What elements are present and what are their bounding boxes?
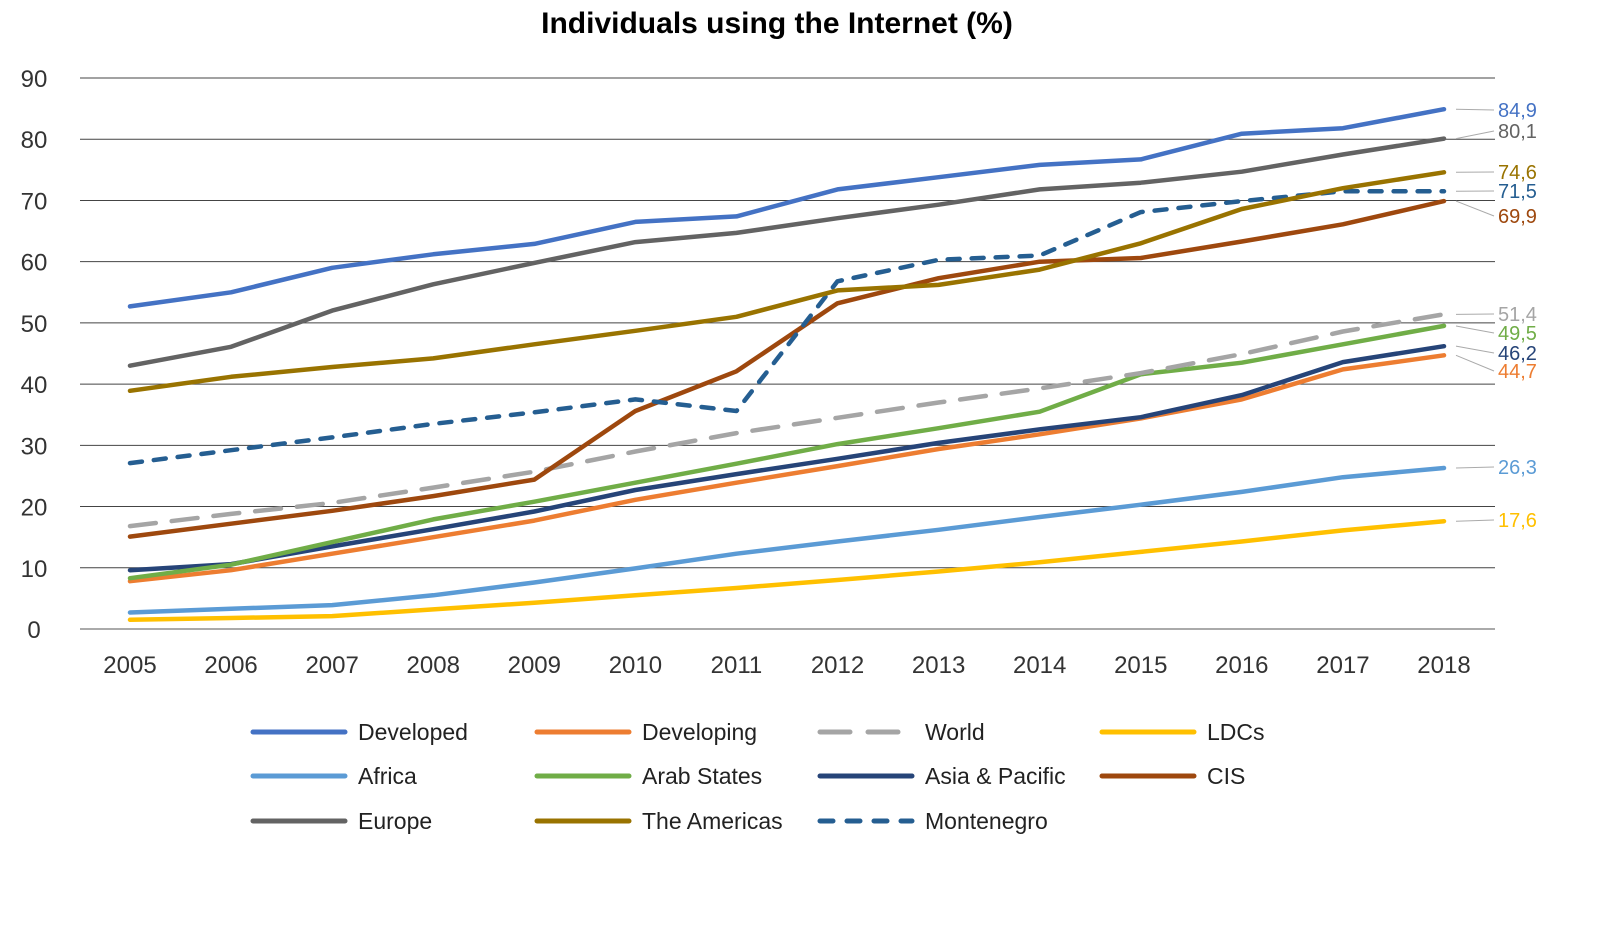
x-tick-label: 2015: [1114, 652, 1167, 679]
end-label-leader: [1455, 325, 1495, 334]
end-value-label: 71,5: [1498, 181, 1537, 203]
series-line-ldcs: [127, 518, 1447, 623]
y-tick-label: 50: [21, 311, 48, 338]
legend-item: CIS: [1099, 763, 1245, 789]
x-tick-label: 2016: [1215, 652, 1268, 679]
end-value-label: 49,5: [1498, 323, 1537, 345]
x-tick-label: 2011: [711, 652, 763, 679]
x-tick-label: 2005: [103, 652, 156, 679]
chart-title: Individuals using the Internet (%): [541, 7, 1013, 40]
y-tick-label: 40: [21, 372, 48, 399]
end-value-label: 74,6: [1498, 162, 1537, 184]
x-tick-label: 2006: [204, 652, 257, 679]
legend-item: Montenegro: [817, 808, 1048, 834]
y-tick-label: 0: [27, 617, 40, 644]
legend-label: World: [925, 719, 985, 745]
legend-label: LDCs: [1207, 719, 1265, 745]
end-label-leader: [1455, 108, 1495, 111]
y-tick-label: 70: [21, 188, 48, 215]
series-line-world: [127, 312, 1447, 529]
legend-item: Developed: [250, 719, 468, 745]
end-value-label: 26,3: [1498, 457, 1537, 479]
x-tick-label: 2013: [912, 652, 965, 679]
end-value-label: 69,9: [1498, 206, 1537, 228]
series-line-montenegro: [127, 189, 1447, 466]
legend-label: Asia & Pacific: [925, 763, 1066, 789]
legend-label: CIS: [1207, 763, 1245, 789]
legend-label: Developed: [358, 719, 468, 745]
legend-item: LDCs: [1099, 719, 1265, 745]
legend-item: Africa: [250, 763, 417, 789]
legend-item: Arab States: [534, 763, 762, 789]
series-line-cis: [127, 198, 1447, 539]
legend-label: Developing: [642, 719, 757, 745]
series-line-africa: [127, 465, 1447, 615]
end-label-leader: [1455, 354, 1495, 372]
end-label-leader: [1455, 345, 1495, 354]
end-label-leader: [1455, 466, 1495, 469]
x-tick-label: 2009: [508, 652, 561, 679]
legend-item: World: [817, 719, 985, 745]
y-tick-label: 10: [21, 556, 48, 583]
series-line-the-americas: [127, 170, 1447, 394]
legend-item: Europe: [250, 808, 432, 834]
end-value-label: 80,1: [1498, 121, 1537, 143]
legend-item: Developing: [534, 719, 757, 745]
series-line-europe: [127, 136, 1447, 368]
y-tick-label: 30: [21, 433, 48, 460]
x-tick-label: 2018: [1417, 652, 1470, 679]
x-tick-label: 2012: [811, 652, 864, 679]
end-value-label: 44,7: [1498, 361, 1537, 383]
y-tick-label: 20: [21, 495, 48, 522]
end-value-label: 17,6: [1498, 510, 1537, 532]
end-label-leader: [1455, 200, 1495, 217]
legend-item: Asia & Pacific: [817, 763, 1066, 789]
series-line-developing: [127, 353, 1447, 584]
legend-label: Montenegro: [925, 808, 1048, 834]
y-tick-label: 60: [21, 250, 48, 277]
series-line-arab-states: [127, 323, 1447, 581]
y-tick-label: 90: [21, 66, 48, 93]
x-tick-label: 2007: [305, 652, 358, 679]
legend-label: Arab States: [642, 763, 762, 789]
x-tick-label: 2014: [1013, 652, 1066, 679]
legend-label: Europe: [358, 808, 432, 834]
end-label-leader: [1455, 130, 1495, 140]
x-tick-label: 2010: [609, 652, 662, 679]
series-line-asia-pacific: [127, 343, 1447, 573]
x-tick-label: 2017: [1316, 652, 1369, 679]
x-tick-label: 2008: [407, 652, 460, 679]
legend-label: Africa: [358, 763, 417, 789]
legend-item: The Americas: [534, 808, 783, 834]
y-tick-label: 80: [21, 127, 48, 154]
end-value-label: 51,4: [1498, 304, 1537, 326]
end-label-leader: [1455, 519, 1495, 522]
legend-label: The Americas: [642, 808, 783, 834]
end-value-label: 46,2: [1498, 343, 1537, 365]
series-line-developed: [127, 106, 1447, 309]
end-value-label: 84,9: [1498, 100, 1537, 122]
